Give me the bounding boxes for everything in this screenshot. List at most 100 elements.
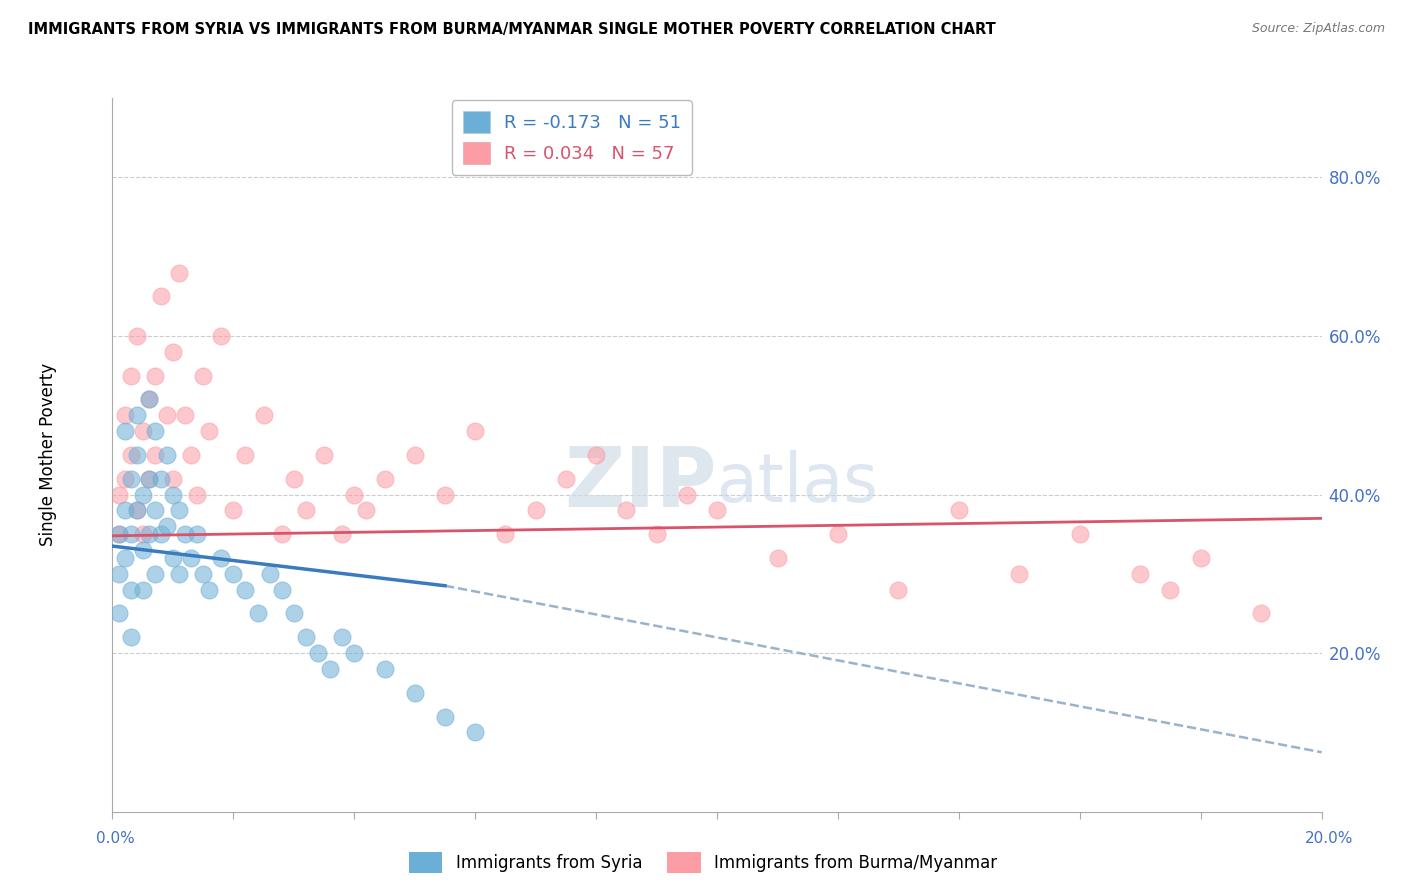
Point [404, 448, 426, 462]
Point [156, 448, 179, 462]
Point [645, 527, 668, 541]
Point [186, 487, 208, 501]
Point [314, 448, 336, 462]
Point [149, 289, 172, 303]
Point [343, 646, 366, 660]
Text: Source: ZipAtlas.com: Source: ZipAtlas.com [1251, 22, 1385, 36]
Y-axis label: Single Mother Poverty: Single Mother Poverty [39, 363, 56, 547]
Point [191, 368, 214, 383]
Point [356, 503, 378, 517]
Point [167, 566, 190, 581]
Point [114, 472, 136, 486]
Point [235, 448, 257, 462]
Point [114, 409, 136, 423]
Point [222, 503, 245, 517]
Point [180, 551, 202, 566]
Point [132, 543, 155, 558]
Point [706, 503, 728, 517]
Point [307, 646, 329, 660]
Point [120, 448, 142, 462]
Point [138, 472, 160, 486]
Point [174, 409, 197, 423]
Point [433, 709, 456, 723]
Point [138, 392, 160, 407]
Point [464, 725, 486, 739]
Point [120, 368, 142, 383]
Legend: R = -0.173   N = 51, R = 0.034   N = 57: R = -0.173 N = 51, R = 0.034 N = 57 [451, 100, 692, 175]
Point [149, 527, 172, 541]
Point [107, 487, 129, 501]
Point [253, 409, 276, 423]
Point [107, 566, 129, 581]
Point [125, 503, 148, 517]
Point [149, 472, 172, 486]
Point [524, 503, 547, 517]
Point [319, 662, 342, 676]
Point [1069, 527, 1091, 541]
Point [330, 630, 353, 644]
Point [495, 527, 517, 541]
Point [887, 582, 910, 597]
Point [114, 424, 136, 438]
Point [766, 551, 789, 566]
Point [132, 424, 155, 438]
Point [295, 630, 318, 644]
Point [464, 424, 486, 438]
Point [554, 472, 576, 486]
Point [246, 607, 269, 621]
Point [107, 527, 129, 541]
Point [156, 519, 179, 533]
Point [1189, 551, 1212, 566]
Point [162, 551, 184, 566]
Point [120, 582, 142, 597]
Point [191, 566, 214, 581]
Point [138, 392, 160, 407]
Point [138, 472, 160, 486]
Point [143, 503, 166, 517]
Point [114, 551, 136, 566]
Legend: Immigrants from Syria, Immigrants from Burma/Myanmar: Immigrants from Syria, Immigrants from B… [402, 846, 1004, 880]
Point [330, 527, 353, 541]
Point [198, 424, 221, 438]
Point [1008, 566, 1031, 581]
Point [162, 472, 184, 486]
Point [167, 503, 190, 517]
Point [374, 662, 396, 676]
Point [143, 566, 166, 581]
Point [404, 686, 426, 700]
Point [675, 487, 697, 501]
Point [114, 503, 136, 517]
Point [174, 527, 197, 541]
Text: IMMIGRANTS FROM SYRIA VS IMMIGRANTS FROM BURMA/MYANMAR SINGLE MOTHER POVERTY COR: IMMIGRANTS FROM SYRIA VS IMMIGRANTS FROM… [28, 22, 995, 37]
Point [132, 487, 155, 501]
Point [1159, 582, 1181, 597]
Point [107, 607, 129, 621]
Text: atlas: atlas [717, 450, 877, 516]
Point [948, 503, 970, 517]
Point [295, 503, 318, 517]
Point [143, 448, 166, 462]
Point [125, 409, 148, 423]
Point [125, 329, 148, 343]
Point [120, 527, 142, 541]
Point [138, 527, 160, 541]
Point [235, 582, 257, 597]
Point [143, 368, 166, 383]
Point [167, 266, 190, 280]
Point [283, 472, 305, 486]
Point [125, 448, 148, 462]
Point [433, 487, 456, 501]
Point [162, 487, 184, 501]
Point [270, 582, 292, 597]
Point [132, 527, 155, 541]
Point [259, 566, 281, 581]
Point [180, 448, 202, 462]
Point [125, 503, 148, 517]
Point [209, 329, 232, 343]
Point [1129, 566, 1152, 581]
Text: 0.0%: 0.0% [96, 831, 135, 846]
Point [186, 527, 208, 541]
Point [222, 566, 245, 581]
Point [120, 630, 142, 644]
Point [283, 607, 305, 621]
